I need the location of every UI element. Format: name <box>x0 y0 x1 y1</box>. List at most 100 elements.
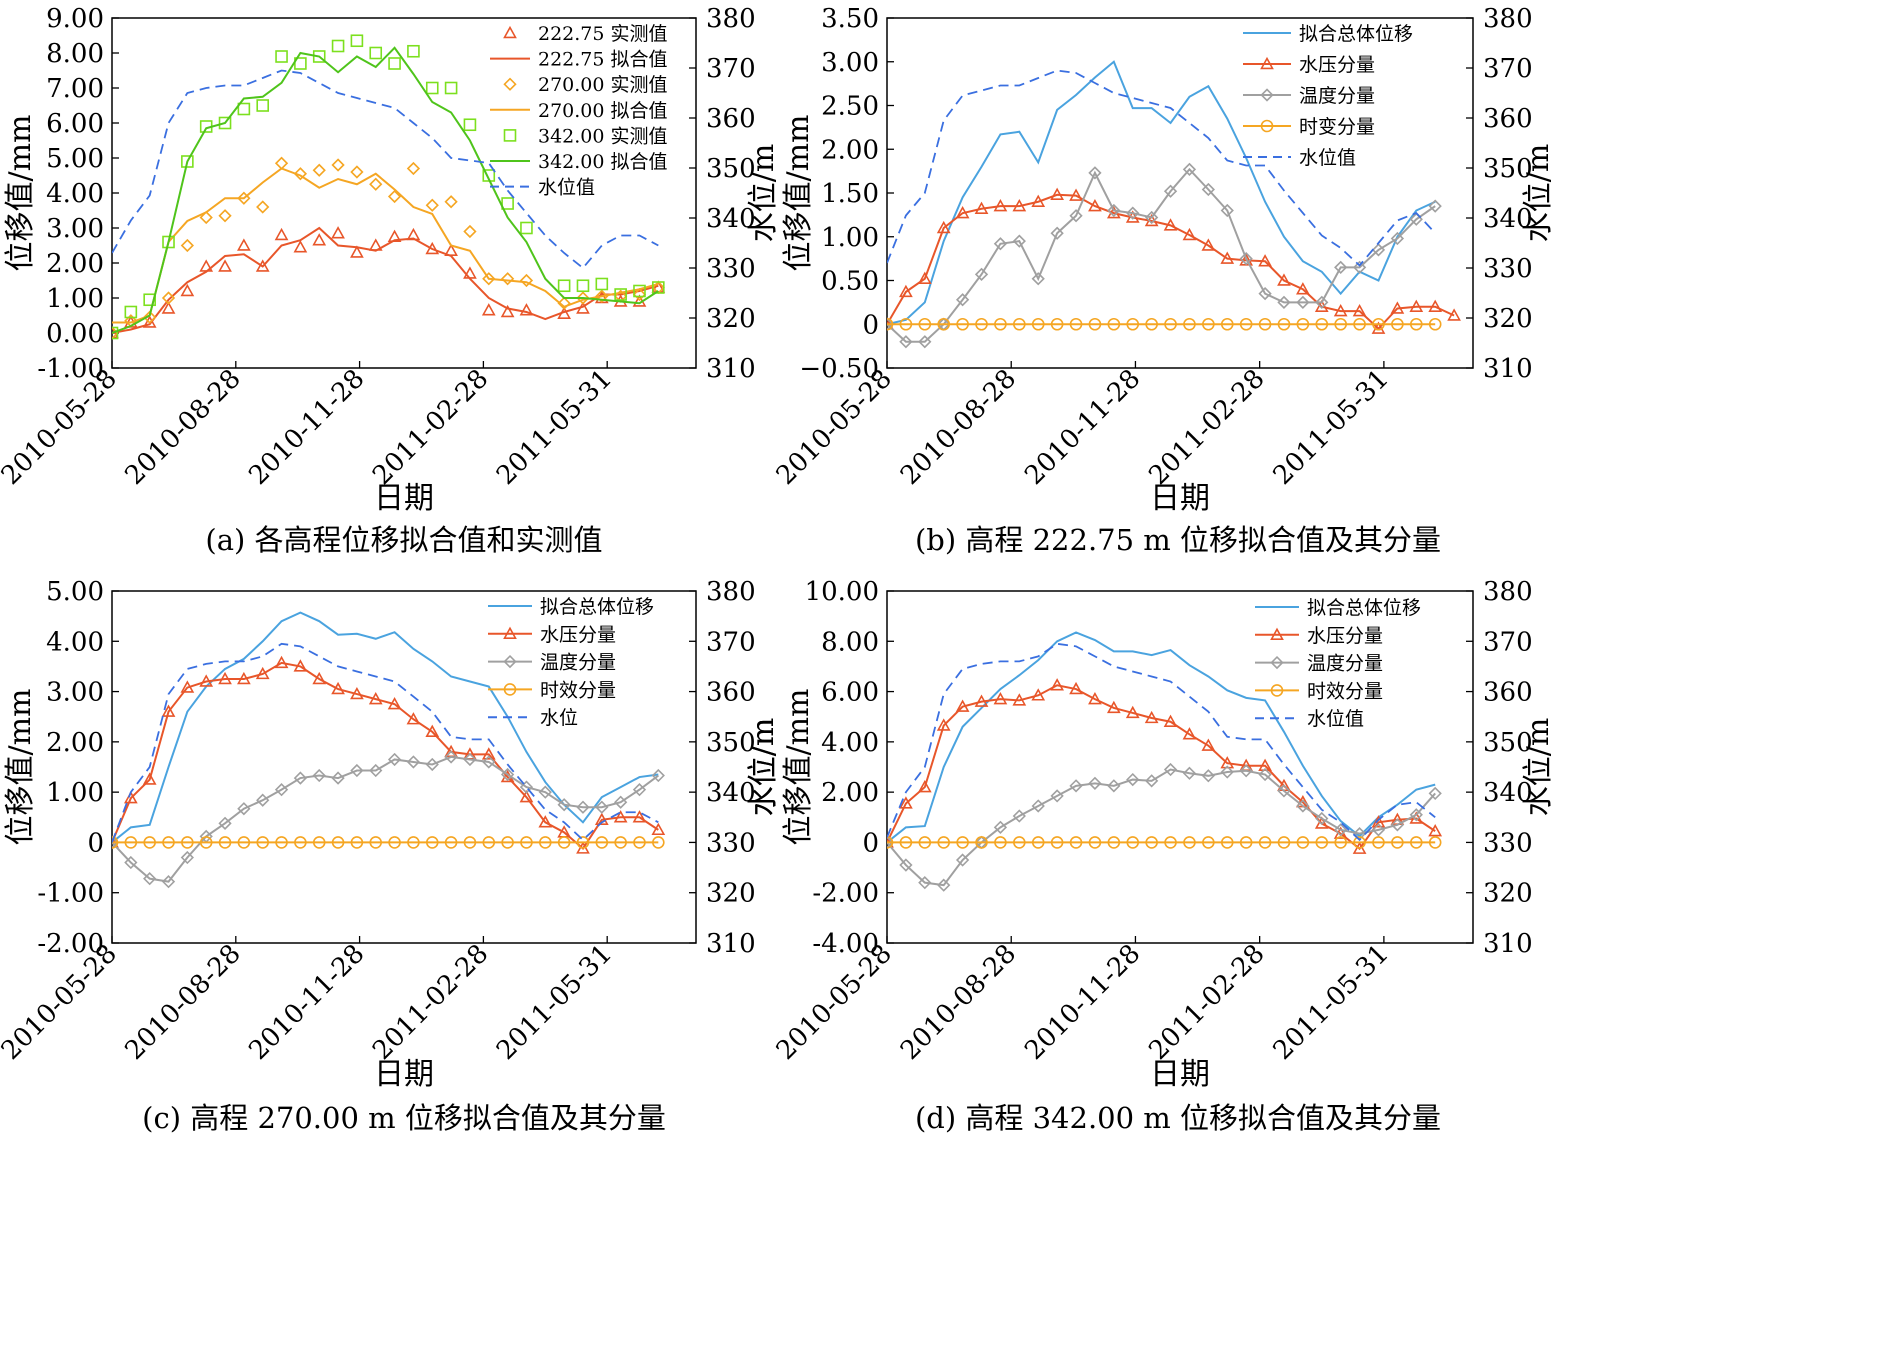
data-point <box>274 655 289 669</box>
data-point <box>993 820 1008 834</box>
data-point <box>576 800 590 814</box>
data-point <box>331 836 345 849</box>
legend-label: 222.75 拟合值 <box>538 49 668 71</box>
y-right-tick-label: 350 <box>1483 728 1533 758</box>
legend-label: 温度分量 <box>1307 653 1383 675</box>
data-point <box>387 696 402 710</box>
data-point <box>936 718 951 731</box>
data-point <box>1372 317 1385 331</box>
data-point <box>331 771 345 785</box>
data-point <box>1088 198 1102 212</box>
data-point <box>369 46 383 60</box>
series-group <box>887 631 1443 892</box>
data-point <box>1012 234 1026 248</box>
data-point <box>1372 836 1385 849</box>
legend-label: 222.75 实测值 <box>538 23 668 45</box>
data-point <box>218 836 232 849</box>
data-point <box>1315 317 1329 331</box>
data-point <box>632 287 647 302</box>
data-point <box>538 785 552 799</box>
data-point <box>199 836 213 849</box>
data-point <box>293 167 308 181</box>
legend-marker <box>1270 655 1284 670</box>
data-point <box>936 220 951 234</box>
data-point <box>1409 317 1423 331</box>
legend-label: 时效分量 <box>1307 680 1383 702</box>
data-point <box>331 39 345 53</box>
data-point <box>1390 818 1405 832</box>
data-point <box>180 850 194 865</box>
data-point <box>256 836 270 849</box>
data-point <box>481 303 496 316</box>
data-point <box>181 836 194 849</box>
data-point <box>613 810 628 823</box>
data-point <box>652 281 665 294</box>
y-tick-label: -2.00 <box>812 879 879 909</box>
data-point <box>1031 317 1045 331</box>
y-right-tick-label: 340 <box>1483 204 1533 234</box>
data-point <box>651 822 666 836</box>
data-point <box>1012 809 1026 823</box>
y-tick-label: -2.00 <box>37 929 104 959</box>
x-tick-label: 2011-05-31 <box>491 939 618 1066</box>
data-point <box>124 855 138 870</box>
data-point <box>275 836 288 849</box>
data-point <box>237 836 251 849</box>
y-right-tick-label: 310 <box>706 354 756 384</box>
series-line <box>887 60 1436 326</box>
data-point <box>463 118 477 132</box>
data-point <box>425 81 439 95</box>
y-tick-label: 2.00 <box>46 249 104 279</box>
y-right-tick-label: 360 <box>706 104 756 134</box>
data-point <box>975 836 988 849</box>
data-point <box>594 812 609 826</box>
x-axis-label: 日期 <box>1150 1057 1210 1092</box>
data-point <box>112 326 119 340</box>
data-point <box>425 198 439 212</box>
series-line <box>887 642 1436 842</box>
y-right-axis-label: 水位/m <box>746 144 781 243</box>
data-point <box>1088 836 1102 849</box>
y-right-tick-label: 370 <box>1483 627 1533 657</box>
data-point <box>1428 823 1443 837</box>
data-point <box>917 779 932 793</box>
data-point <box>955 699 970 712</box>
data-point <box>899 858 913 872</box>
data-point <box>975 317 988 331</box>
legend-label: 拟合总体位移 <box>540 596 654 618</box>
x-tick-label: 2010-08-28 <box>895 364 1022 491</box>
data-point <box>1069 681 1083 695</box>
legend-label: 温度分量 <box>540 652 616 674</box>
data-point <box>1069 836 1083 849</box>
data-point <box>406 755 421 769</box>
y-tick-label: 7.00 <box>46 74 104 104</box>
y-tick-label: 5.00 <box>46 577 104 607</box>
data-point <box>143 293 156 307</box>
legend-label: 水压分量 <box>1307 625 1383 647</box>
data-point <box>1239 836 1253 849</box>
data-point <box>538 815 553 828</box>
data-point <box>256 99 270 112</box>
data-point <box>218 671 232 685</box>
data-point <box>1031 799 1045 813</box>
legend-label: 拟合总体位移 <box>1307 597 1421 619</box>
data-point <box>937 317 951 331</box>
data-point <box>1069 188 1083 201</box>
data-point <box>407 836 420 849</box>
data-point <box>1182 727 1197 740</box>
x-tick-label: 2011-05-31 <box>491 364 618 491</box>
data-point <box>1013 836 1026 849</box>
chart-caption: (d) 高程 342.00 m 位移拟合值及其分量 <box>915 1101 1441 1135</box>
data-point <box>557 296 571 310</box>
data-point <box>1447 308 1461 321</box>
data-point <box>1352 303 1367 317</box>
y-tick-label: 1.50 <box>821 179 879 209</box>
data-point <box>557 836 571 849</box>
legend-label: 水位值 <box>1307 708 1364 730</box>
data-point <box>112 835 119 850</box>
data-point <box>956 317 969 331</box>
data-point <box>256 200 270 214</box>
data-point <box>1031 836 1045 849</box>
chart-caption: (a) 各高程位移拟合值和实测值 <box>205 523 602 557</box>
data-point <box>937 878 951 892</box>
